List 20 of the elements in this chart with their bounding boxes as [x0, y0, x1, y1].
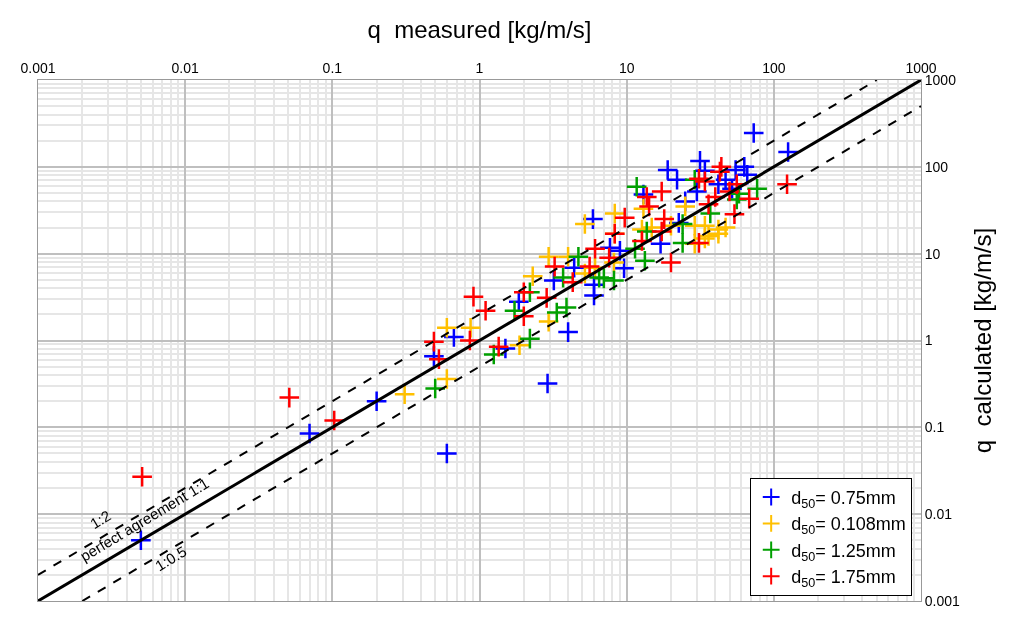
y-tick-label: 1 — [924, 332, 933, 349]
legend-label: d$_{50}$= 1.25mm — [791, 540, 896, 564]
legend-label: d$_{50}$= 0.75mm — [791, 488, 896, 511]
x-axis-title: q measured [kg/m/s] — [367, 15, 592, 43]
y-tick-label: 100 — [924, 158, 949, 175]
y-tick-label: 0.01 — [924, 506, 953, 523]
y-tick-label: 0.1 — [924, 419, 945, 436]
x-tick-label: 0.001 — [20, 60, 56, 77]
x-tick-label: 1 — [475, 60, 484, 77]
x-tick-label: 0.01 — [171, 60, 200, 77]
annotation: 1:2 — [87, 506, 114, 533]
y-tick-label: 0.001 — [924, 592, 961, 609]
x-tick-label: 100 — [762, 60, 786, 77]
legend-label: d$_{50}$= 0.108mm — [791, 514, 906, 538]
y-axis-title: q calculated [kg/m/s] — [969, 227, 997, 454]
legend-label: d$_{50}$= 1.75mm — [791, 567, 896, 590]
x-tick-label: 10 — [618, 60, 635, 77]
y-tick-label: 10 — [924, 245, 941, 262]
annotation: 1:0.5 — [152, 542, 190, 575]
x-tick-label: 0.1 — [322, 60, 343, 77]
